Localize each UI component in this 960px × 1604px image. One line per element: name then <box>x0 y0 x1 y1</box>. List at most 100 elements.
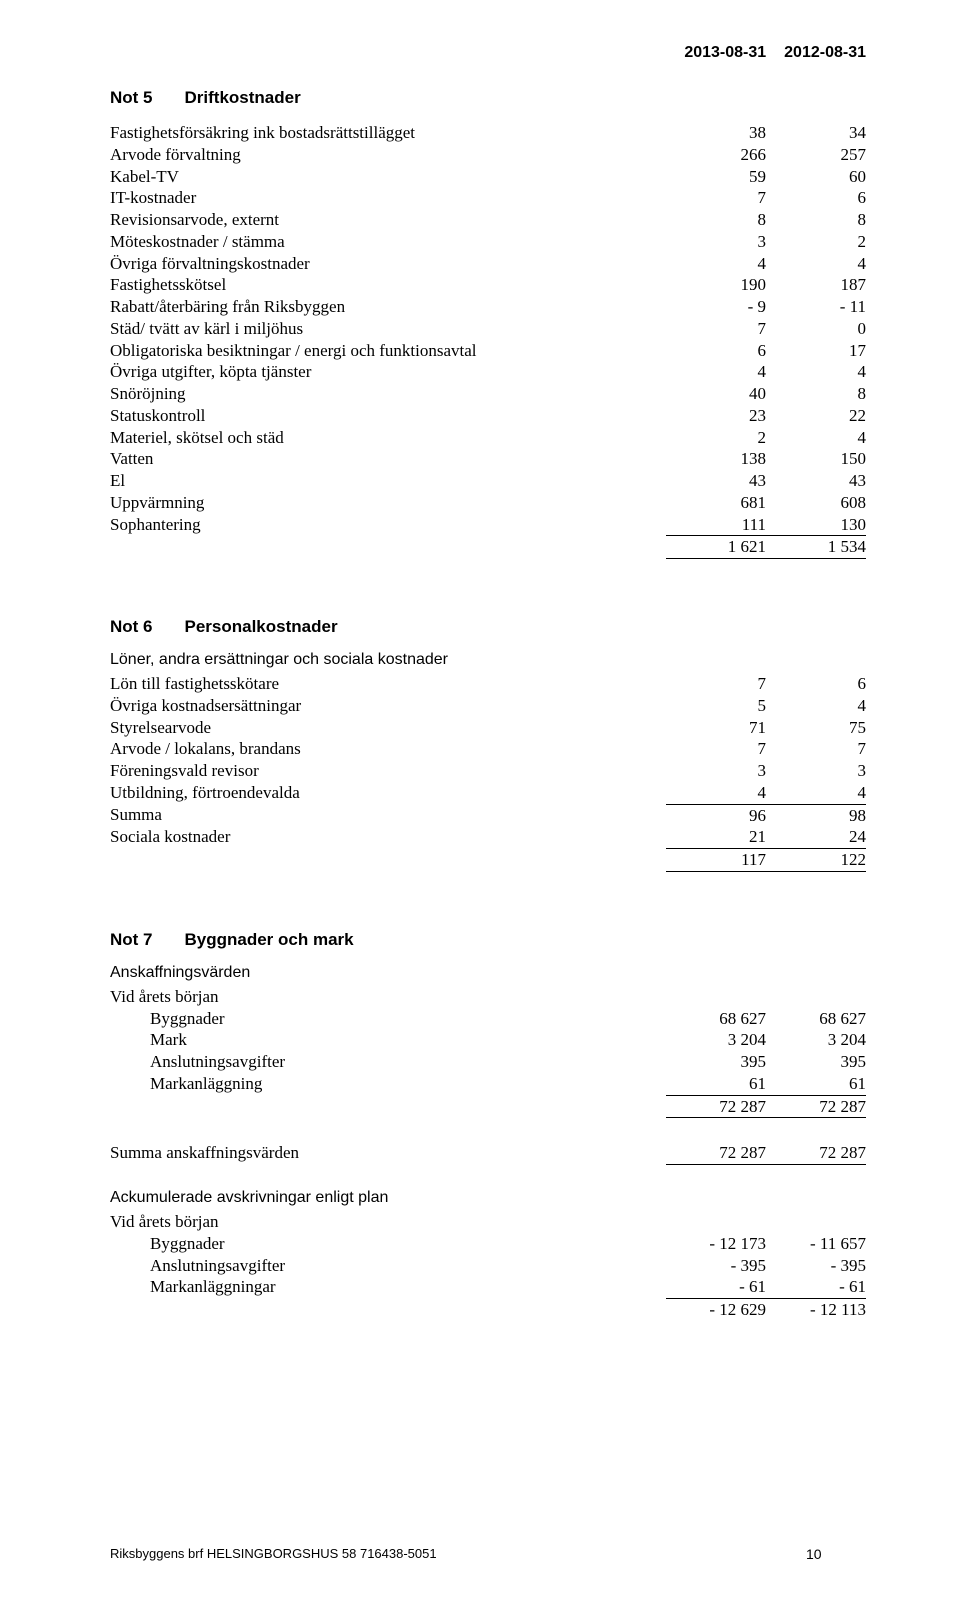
table-row: Anslutningsavgifter395395 <box>110 1051 866 1073</box>
row-label: Snöröjning <box>110 383 666 405</box>
row-val-a: 3 <box>666 231 766 253</box>
row-val-b: 4 <box>766 361 866 383</box>
table-row: Materiel, skötsel och städ24 <box>110 427 866 449</box>
not7-title: Byggnader och mark <box>185 930 354 950</box>
table-row: Föreningsvald revisor33 <box>110 760 866 782</box>
row-val-a: 190 <box>666 274 766 296</box>
table-row: Övriga utgifter, köpta tjänster44 <box>110 361 866 383</box>
not7-vid2-row: Vid årets början <box>110 1211 866 1233</box>
row-val-a: 395 <box>666 1051 766 1073</box>
row-val-a: 71 <box>666 717 766 739</box>
table-row: Städ/ tvätt av kärl i miljöhus70 <box>110 318 866 340</box>
row-label: Anslutningsavgifter <box>110 1051 666 1073</box>
row-val-a: 8 <box>666 209 766 231</box>
row-label: Övriga utgifter, köpta tjänster <box>110 361 666 383</box>
row-val-a: 40 <box>666 383 766 405</box>
row-val-a: 61 <box>666 1073 766 1095</box>
table-row: Övriga förvaltningskostnader44 <box>110 253 866 275</box>
row-val-a: - 12 173 <box>666 1233 766 1255</box>
table-row: Mark3 2043 204 <box>110 1029 866 1051</box>
row-label: Byggnader <box>110 1233 666 1255</box>
table-row: Arvode / lokalans, brandans77 <box>110 738 866 760</box>
row-label: Övriga kostnadsersättningar <box>110 695 666 717</box>
row-val-b: - 61 <box>766 1276 866 1298</box>
row-val-b: 4 <box>766 782 866 804</box>
table-row: Markanläggningar- 61- 61 <box>110 1276 866 1298</box>
table-row: Kabel-TV5960 <box>110 166 866 188</box>
not7-ansk-sub-b: 72 287 <box>766 1095 866 1119</box>
row-val-b: 150 <box>766 448 866 470</box>
row-label: Uppvärmning <box>110 492 666 514</box>
row-label: Markanläggning <box>110 1073 666 1095</box>
table-row: Fastighetsskötsel190187 <box>110 274 866 296</box>
row-val-b: 130 <box>766 514 866 536</box>
row-label: Statuskontroll <box>110 405 666 427</box>
row-val-b: 34 <box>766 122 866 144</box>
table-row: IT-kostnader76 <box>110 187 866 209</box>
not5-number: Not 5 <box>110 88 153 108</box>
row-label: Övriga förvaltningskostnader <box>110 253 666 275</box>
not5-total-row: 1 621 1 534 <box>110 535 866 559</box>
not6-title: Personalkostnader <box>185 617 338 637</box>
page-footer: Riksbyggens brf HELSINGBORGSHUS 58 71643… <box>110 1546 866 1562</box>
row-val-a: - 395 <box>666 1255 766 1277</box>
row-val-b: 8 <box>766 383 866 405</box>
row-label: Anslutningsavgifter <box>110 1255 666 1277</box>
row-label: Kabel-TV <box>110 166 666 188</box>
row-label: Möteskostnader / stämma <box>110 231 666 253</box>
row-val-a: 4 <box>666 361 766 383</box>
row-label: Fastighetsskötsel <box>110 274 666 296</box>
table-row: Lön till fastighetsskötare76 <box>110 673 866 695</box>
table-row: El4343 <box>110 470 866 492</box>
row-label: Arvode / lokalans, brandans <box>110 738 666 760</box>
not6-soc-row: Sociala kostnader 21 24 <box>110 826 866 849</box>
row-val-a: 138 <box>666 448 766 470</box>
row-label: Städ/ tvätt av kärl i miljöhus <box>110 318 666 340</box>
not7-ansk-sum-b: 72 287 <box>766 1142 866 1165</box>
not6-summa-a: 96 <box>666 804 766 827</box>
row-val-a: 3 204 <box>666 1029 766 1051</box>
table-row: Fastighetsförsäkring ink bostadsrättstil… <box>110 122 866 144</box>
not5-total-b: 1 534 <box>766 535 866 559</box>
row-val-b: 6 <box>766 673 866 695</box>
row-val-a: - 9 <box>666 296 766 318</box>
not6-soc-b: 24 <box>766 826 866 849</box>
row-label: Vatten <box>110 448 666 470</box>
row-label: Föreningsvald revisor <box>110 760 666 782</box>
not7-ack-sub-row: - 12 629 - 12 113 <box>110 1298 866 1321</box>
row-val-a: 68 627 <box>666 1008 766 1030</box>
table-row: Sophantering111130 <box>110 514 866 536</box>
date-col-2: 2012-08-31 <box>784 44 866 62</box>
table-row: Rabatt/återbäring från Riksbyggen- 9- 11 <box>110 296 866 318</box>
not7-ansk-sum-label: Summa anskaffningsvärden <box>110 1142 666 1165</box>
table-row: Uppvärmning681608 <box>110 492 866 514</box>
row-val-b: 0 <box>766 318 866 340</box>
row-val-b: 22 <box>766 405 866 427</box>
row-val-b: 43 <box>766 470 866 492</box>
row-val-a: 38 <box>666 122 766 144</box>
row-val-b: 6 <box>766 187 866 209</box>
row-val-a: 43 <box>666 470 766 492</box>
row-label: Sophantering <box>110 514 666 536</box>
row-val-b: 4 <box>766 695 866 717</box>
not7-ack-sub-b: - 12 113 <box>766 1298 866 1321</box>
row-val-a: 4 <box>666 253 766 275</box>
row-val-a: 7 <box>666 673 766 695</box>
row-val-b: 187 <box>766 274 866 296</box>
table-row: Markanläggning6161 <box>110 1073 866 1095</box>
row-val-a: 7 <box>666 187 766 209</box>
row-label: IT-kostnader <box>110 187 666 209</box>
table-row: Övriga kostnadsersättningar54 <box>110 695 866 717</box>
row-val-a: 7 <box>666 318 766 340</box>
table-row: Snöröjning408 <box>110 383 866 405</box>
table-row: Revisionsarvode, externt88 <box>110 209 866 231</box>
not7-ansk-sub-row: 72 287 72 287 <box>110 1095 866 1119</box>
row-val-b: - 11 <box>766 296 866 318</box>
row-label: Styrelsearvode <box>110 717 666 739</box>
row-label: Mark <box>110 1029 666 1051</box>
not6-total-a: 117 <box>666 849 766 872</box>
footer-text: Riksbyggens brf HELSINGBORGSHUS 58 71643… <box>110 1546 806 1562</box>
table-row: Statuskontroll2322 <box>110 405 866 427</box>
row-val-b: - 395 <box>766 1255 866 1277</box>
row-label: Fastighetsförsäkring ink bostadsrättstil… <box>110 122 666 144</box>
